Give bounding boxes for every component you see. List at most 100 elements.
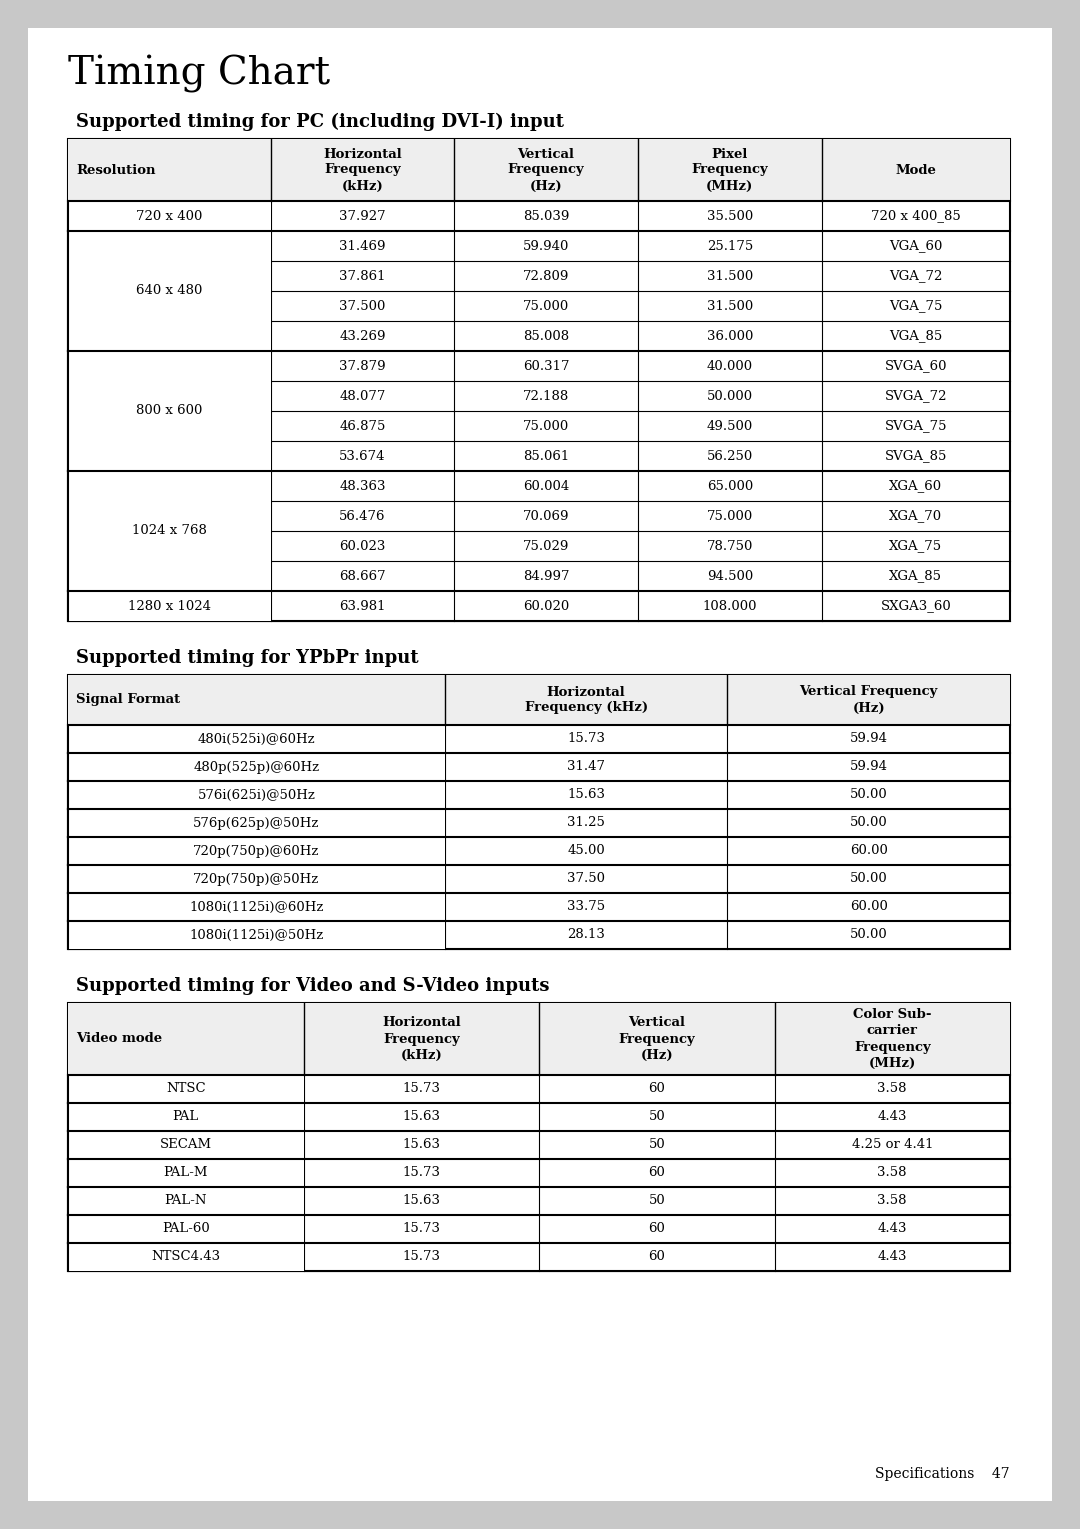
Text: VGA_85: VGA_85 <box>889 330 943 342</box>
Bar <box>68 1131 303 1159</box>
Text: 60.317: 60.317 <box>523 359 569 373</box>
Text: 480p(525p)@60Hz: 480p(525p)@60Hz <box>193 760 320 774</box>
Text: 31.47: 31.47 <box>567 760 605 774</box>
Text: 4.43: 4.43 <box>877 1223 907 1235</box>
Text: 1080i(1125i)@60Hz: 1080i(1125i)@60Hz <box>189 901 324 913</box>
Text: 480i(525i)@60Hz: 480i(525i)@60Hz <box>198 732 315 746</box>
Text: 50.00: 50.00 <box>850 928 888 942</box>
Text: 576p(625p)@50Hz: 576p(625p)@50Hz <box>193 816 320 830</box>
Text: 60: 60 <box>648 1083 665 1095</box>
Text: Vertical Frequency
(Hz): Vertical Frequency (Hz) <box>799 685 937 714</box>
Text: 49.500: 49.500 <box>706 419 753 433</box>
Text: Video mode: Video mode <box>76 1032 162 1046</box>
Text: 56.476: 56.476 <box>339 509 386 523</box>
Text: 15.73: 15.73 <box>402 1167 441 1179</box>
Text: 15.63: 15.63 <box>402 1110 441 1124</box>
Text: 68.667: 68.667 <box>339 569 386 583</box>
Text: 15.73: 15.73 <box>402 1251 441 1263</box>
Text: Color Sub-
carrier
Frequency
(MHz): Color Sub- carrier Frequency (MHz) <box>853 1009 931 1069</box>
Text: XGA_60: XGA_60 <box>889 480 943 492</box>
Bar <box>68 139 1010 200</box>
Bar <box>68 1216 303 1243</box>
Bar <box>68 352 270 471</box>
Bar <box>68 809 445 836</box>
Text: Supported timing for Video and S-Video inputs: Supported timing for Video and S-Video i… <box>76 977 550 995</box>
Bar <box>68 1102 303 1131</box>
Text: 75.000: 75.000 <box>523 300 569 312</box>
Text: 60.023: 60.023 <box>339 540 386 552</box>
Text: 60.00: 60.00 <box>850 901 888 913</box>
Text: 50: 50 <box>648 1194 665 1208</box>
Text: PAL: PAL <box>173 1110 199 1124</box>
Text: NTSC4.43: NTSC4.43 <box>151 1251 220 1263</box>
Text: 36.000: 36.000 <box>706 330 753 342</box>
Text: 15.63: 15.63 <box>402 1194 441 1208</box>
Text: 108.000: 108.000 <box>702 599 757 613</box>
Text: 50: 50 <box>648 1110 665 1124</box>
Text: 720 x 400: 720 x 400 <box>136 209 202 223</box>
Text: 720p(750p)@50Hz: 720p(750p)@50Hz <box>193 873 320 885</box>
Bar <box>68 139 1010 621</box>
Text: 35.500: 35.500 <box>706 209 753 223</box>
Text: 84.997: 84.997 <box>523 569 569 583</box>
Text: 60.020: 60.020 <box>523 599 569 613</box>
Text: Vertical
Frequency
(Hz): Vertical Frequency (Hz) <box>619 1017 696 1061</box>
Bar <box>68 1159 303 1187</box>
Bar <box>68 752 445 781</box>
Bar <box>68 836 445 865</box>
Text: 31.469: 31.469 <box>339 240 386 252</box>
Text: 75.000: 75.000 <box>523 419 569 433</box>
Text: 48.363: 48.363 <box>339 480 386 492</box>
Text: Timing Chart: Timing Chart <box>68 55 330 93</box>
Bar <box>68 1243 303 1271</box>
Text: 85.008: 85.008 <box>523 330 569 342</box>
Text: 37.861: 37.861 <box>339 269 386 283</box>
Text: 65.000: 65.000 <box>706 480 753 492</box>
Text: 75.029: 75.029 <box>523 540 569 552</box>
Text: 48.077: 48.077 <box>339 390 386 402</box>
Text: 50.00: 50.00 <box>850 873 888 885</box>
Text: XGA_85: XGA_85 <box>889 569 942 583</box>
Text: 1280 x 1024: 1280 x 1024 <box>127 599 211 613</box>
Text: Horizontal
Frequency (kHz): Horizontal Frequency (kHz) <box>525 685 648 714</box>
Text: Horizontal
Frequency
(kHz): Horizontal Frequency (kHz) <box>323 147 402 193</box>
Bar <box>68 674 1010 725</box>
Text: 78.750: 78.750 <box>706 540 753 552</box>
Text: 60: 60 <box>648 1251 665 1263</box>
Text: 70.069: 70.069 <box>523 509 569 523</box>
Text: 37.50: 37.50 <box>567 873 605 885</box>
Text: SVGA_72: SVGA_72 <box>885 390 947 402</box>
Text: 3.58: 3.58 <box>877 1167 907 1179</box>
Text: SECAM: SECAM <box>160 1139 212 1151</box>
Text: 53.674: 53.674 <box>339 450 386 462</box>
Text: 37.879: 37.879 <box>339 359 386 373</box>
Text: 94.500: 94.500 <box>706 569 753 583</box>
Bar <box>68 231 270 352</box>
Text: 59.94: 59.94 <box>850 732 888 746</box>
Text: 63.981: 63.981 <box>339 599 386 613</box>
Text: 56.250: 56.250 <box>706 450 753 462</box>
Bar <box>68 865 445 893</box>
Text: 720 x 400_85: 720 x 400_85 <box>870 209 961 223</box>
Text: 59.940: 59.940 <box>523 240 569 252</box>
Bar <box>68 725 445 752</box>
Text: VGA_75: VGA_75 <box>889 300 943 312</box>
Text: Supported timing for YPbPr input: Supported timing for YPbPr input <box>76 648 419 667</box>
Text: 31.25: 31.25 <box>567 816 605 830</box>
Text: Vertical
Frequency
(Hz): Vertical Frequency (Hz) <box>508 147 584 193</box>
Text: 60: 60 <box>648 1223 665 1235</box>
Text: 46.875: 46.875 <box>339 419 386 433</box>
Text: SVGA_85: SVGA_85 <box>885 450 947 462</box>
Text: Supported timing for PC (including DVI-I) input: Supported timing for PC (including DVI-I… <box>76 113 564 131</box>
Text: 37.927: 37.927 <box>339 209 386 223</box>
Text: 45.00: 45.00 <box>567 844 605 858</box>
Text: Signal Format: Signal Format <box>76 694 180 706</box>
Text: 28.13: 28.13 <box>567 928 605 942</box>
Text: SXGA3_60: SXGA3_60 <box>880 599 951 613</box>
Bar <box>68 1187 303 1216</box>
Text: 720p(750p)@60Hz: 720p(750p)@60Hz <box>193 844 320 858</box>
Bar <box>68 592 270 621</box>
Text: Mode: Mode <box>895 164 936 176</box>
Text: 72.188: 72.188 <box>523 390 569 402</box>
Text: 50.000: 50.000 <box>706 390 753 402</box>
